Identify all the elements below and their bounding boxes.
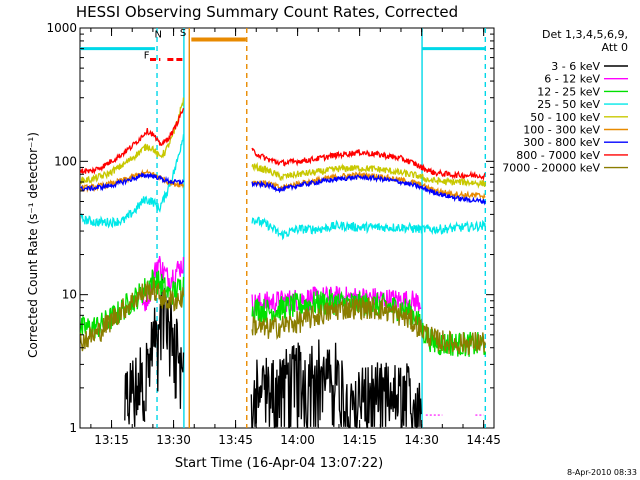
series-line-100-300-kev-2 — [251, 170, 486, 201]
legend-label-3-6-kev: 3 - 6 keV — [551, 60, 600, 73]
series-25-50-kev — [79, 134, 486, 241]
x-axis-label: Start Time (16-Apr-04 13:07:22) — [175, 456, 383, 471]
chart-title: HESSI Observing Summary Count Rates, Cor… — [76, 3, 458, 21]
legend-header-line-1: Det 1,3,4,5,6,9, — [542, 28, 628, 41]
series-50-100-kev — [80, 97, 486, 189]
y-tick-label: 10 — [62, 288, 77, 302]
x-tick-label: 14:00 — [280, 433, 315, 447]
x-tick-label: 13:30 — [156, 433, 191, 447]
flag-label-s: S — [180, 28, 186, 39]
flag-label-f: F — [144, 51, 150, 62]
series-12-25-kev — [79, 269, 486, 357]
legend-label-100-300-kev: 100 - 300 keV — [523, 124, 600, 137]
series-line-7000-20000-kev-1 — [79, 278, 185, 352]
series-7000-20000-kev — [79, 278, 486, 356]
legend-label-50-100-kev: 50 - 100 keV — [530, 111, 600, 124]
legend-label-300-800-kev: 300 - 800 keV — [523, 136, 600, 149]
legend-header-line-2: Att 0 — [602, 41, 628, 54]
legend-label-25-50-kev: 25 - 50 keV — [537, 98, 600, 111]
x-tick-label: 14:30 — [404, 433, 439, 447]
y-tick-label: 100 — [54, 154, 77, 168]
series-line-3-6-kev-3 — [250, 339, 422, 428]
legend-label-6-12-kev: 6 - 12 keV — [544, 73, 600, 86]
series-line-3-6-kev-1 — [124, 347, 146, 427]
series-line-300-800-kev-1 — [80, 171, 185, 192]
timestamp: 8-Apr-2010 08:33 — [567, 468, 637, 477]
series-line-50-100-kev-2 — [251, 161, 486, 189]
series-line-300-800-kev-2 — [251, 173, 486, 206]
x-tick-label: 14:45 — [466, 433, 501, 447]
series-line-7000-20000-kev-2 — [251, 295, 486, 356]
series-line-25-50-kev-1 — [79, 134, 185, 229]
series-line-25-50-kev-2 — [251, 216, 486, 241]
legend-label-800-7000-kev: 800 - 7000 keV — [516, 149, 600, 162]
x-tick-label: 13:45 — [218, 433, 253, 447]
x-tick-label: 13:15 — [94, 433, 129, 447]
series-800-7000-kev — [79, 107, 486, 182]
y-tick-label: 1000 — [46, 21, 77, 35]
y-tick-label: 1 — [69, 421, 77, 435]
x-tick-label: 14:15 — [342, 433, 377, 447]
legend-label-7000-20000-kev: 7000 - 20000 keV — [502, 162, 600, 175]
series-line-800-7000-kev-1 — [79, 107, 185, 175]
series-line-800-7000-kev-2 — [251, 147, 486, 182]
y-axis-label: Corrected Count Rate (s⁻¹ detector⁻¹) — [26, 132, 40, 358]
plot-frame — [79, 27, 495, 429]
flag-label-n: N — [155, 29, 162, 40]
legend-label-12-25-kev: 12 - 25 keV — [537, 85, 600, 98]
series-300-800-kev — [80, 171, 486, 206]
series-line-50-100-kev-1 — [80, 97, 185, 185]
